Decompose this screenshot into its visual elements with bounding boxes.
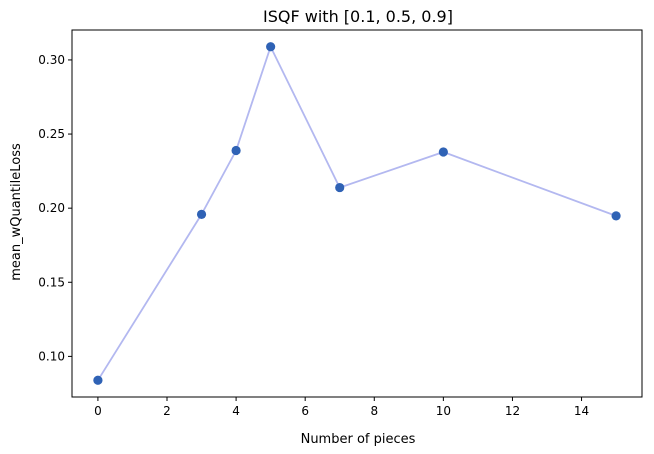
data-point: [93, 375, 103, 385]
y-tick-label: 0.20: [38, 201, 65, 215]
series-line: [97, 44, 617, 381]
x-tick-label: 6: [301, 404, 309, 418]
x-tick-label: 8: [370, 404, 378, 418]
data-point: [266, 42, 276, 52]
y-tick-label: 0.25: [38, 127, 65, 141]
x-axis-label: Number of pieces: [301, 432, 416, 447]
data-point: [231, 145, 241, 156]
data-point: [196, 209, 207, 219]
y-tick-label: 0.15: [38, 275, 65, 289]
x-tick-label: 14: [574, 404, 589, 418]
data-point: [335, 182, 345, 193]
y-tick-label: 0.10: [38, 349, 65, 363]
plot-frame: [71, 29, 643, 398]
x-tick-label: 2: [163, 404, 171, 418]
chart-title: ISQF with [0.1, 0.5, 0.9]: [263, 7, 453, 26]
data-point: [611, 211, 621, 221]
y-tick-label: 0.30: [38, 53, 65, 67]
x-tick-label: 0: [94, 404, 102, 418]
x-tick-label: 4: [232, 404, 240, 418]
data-point: [438, 147, 448, 157]
plot-area: 0 2 4 6 8 10 12 14 0.10 0.15 0.20 0.25 0.30: [38, 29, 643, 418]
y-axis-label: mean_wQuantileLoss: [9, 143, 24, 281]
x-tick-label: 12: [505, 404, 520, 418]
x-tick-label: 10: [436, 404, 451, 418]
